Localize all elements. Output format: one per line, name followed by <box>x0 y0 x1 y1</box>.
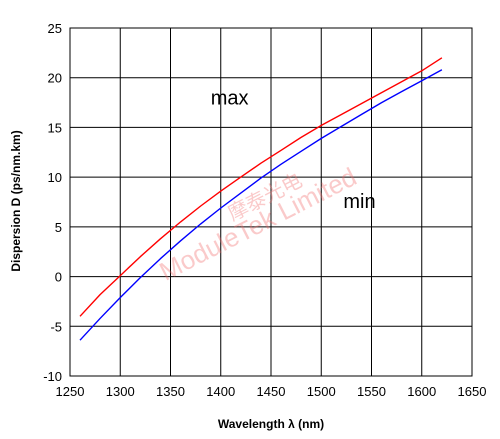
annotation-min: min <box>343 191 375 213</box>
series-line-min <box>79 69 443 341</box>
x-tick-label: 1250 <box>56 384 85 399</box>
x-tick-label: 1500 <box>307 384 336 399</box>
y-tick-label: 0 <box>55 270 62 285</box>
annotation-max: max <box>211 88 249 110</box>
tick-labels: 1250 1300 1350 1400 1450 1500 1550 1600 1650-10-… <box>43 21 486 399</box>
y-axis-title: Dispersion D (ps/nm.km) <box>9 130 23 271</box>
series-line-max <box>79 57 443 317</box>
y-tick-label: 15 <box>48 120 62 135</box>
y-tick-label: 10 <box>48 170 62 185</box>
y-tick-label: 25 <box>48 21 62 36</box>
x-tick-label: 1650 <box>458 384 487 399</box>
x-tick-label: 1400 <box>206 384 235 399</box>
x-tick-label: 1550 <box>357 384 386 399</box>
x-tick-label: 1600 <box>407 384 436 399</box>
y-tick-label: -10 <box>43 369 62 384</box>
plot-border <box>69 27 473 377</box>
series-lines <box>79 57 443 341</box>
annotations: max min <box>211 88 376 213</box>
y-tick-label: -5 <box>50 319 62 334</box>
x-tick-label: 1450 <box>257 384 286 399</box>
y-tick-label: 5 <box>55 220 62 235</box>
x-axis-title: Wavelength λ (nm) <box>218 417 324 431</box>
x-tick-label: 1350 <box>156 384 185 399</box>
y-tick-label: 20 <box>48 71 62 86</box>
x-tick-label: 1300 <box>106 384 135 399</box>
